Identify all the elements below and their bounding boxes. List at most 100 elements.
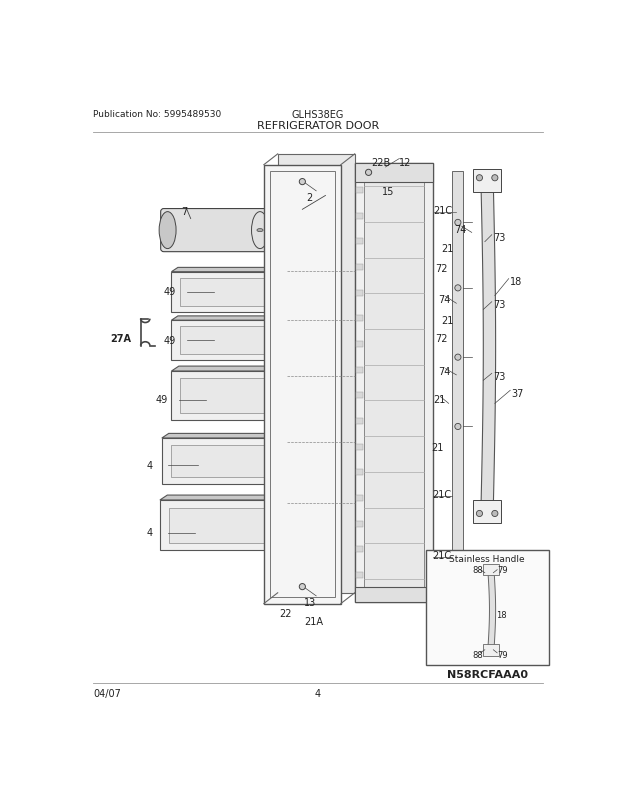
Text: 88: 88 <box>472 650 483 659</box>
Ellipse shape <box>492 511 498 517</box>
Text: 74: 74 <box>454 225 466 235</box>
Text: Publication No: 5995489530: Publication No: 5995489530 <box>93 110 221 119</box>
Text: 21: 21 <box>433 395 446 405</box>
Text: 12: 12 <box>399 158 412 168</box>
Polygon shape <box>160 500 283 550</box>
Polygon shape <box>356 316 363 322</box>
Polygon shape <box>356 342 363 348</box>
Polygon shape <box>287 367 294 421</box>
Ellipse shape <box>455 220 461 226</box>
Polygon shape <box>180 326 278 354</box>
Ellipse shape <box>455 286 461 292</box>
Polygon shape <box>264 165 341 604</box>
Text: 73: 73 <box>494 233 506 243</box>
Ellipse shape <box>476 511 482 517</box>
Text: 72: 72 <box>436 333 448 343</box>
Text: 21C: 21C <box>433 206 453 217</box>
Text: 21: 21 <box>441 315 454 326</box>
Ellipse shape <box>299 180 306 185</box>
Text: 21: 21 <box>432 443 444 452</box>
Text: Stainless Handle: Stainless Handle <box>450 554 525 563</box>
Polygon shape <box>283 496 291 550</box>
Text: 49: 49 <box>156 395 168 405</box>
Text: 88: 88 <box>472 565 483 574</box>
Polygon shape <box>473 169 501 192</box>
Polygon shape <box>180 379 278 413</box>
Text: 79: 79 <box>497 650 508 659</box>
Text: 74: 74 <box>438 294 450 305</box>
Polygon shape <box>356 573 363 578</box>
Polygon shape <box>172 371 287 421</box>
Polygon shape <box>356 547 363 553</box>
Text: 4: 4 <box>147 528 153 537</box>
Polygon shape <box>170 445 272 478</box>
Polygon shape <box>484 564 498 575</box>
Text: 4: 4 <box>147 460 153 470</box>
Ellipse shape <box>476 176 482 181</box>
Polygon shape <box>356 393 363 399</box>
Polygon shape <box>172 367 294 371</box>
Polygon shape <box>356 419 363 424</box>
Polygon shape <box>172 273 287 312</box>
Ellipse shape <box>159 213 176 249</box>
Polygon shape <box>287 317 293 361</box>
Text: 49: 49 <box>164 335 176 346</box>
Polygon shape <box>180 278 278 306</box>
Polygon shape <box>172 317 293 321</box>
Text: 21A: 21A <box>304 616 323 626</box>
Polygon shape <box>425 550 549 666</box>
Polygon shape <box>355 164 433 602</box>
FancyBboxPatch shape <box>161 209 267 253</box>
Text: 21: 21 <box>441 244 454 254</box>
Polygon shape <box>356 444 363 450</box>
Text: 73: 73 <box>494 300 506 310</box>
Text: GLHS38EG: GLHS38EG <box>291 110 344 120</box>
Text: 13: 13 <box>304 597 316 608</box>
Polygon shape <box>356 290 363 297</box>
Polygon shape <box>356 470 363 476</box>
Text: 18: 18 <box>510 277 523 287</box>
Polygon shape <box>356 265 363 271</box>
Text: 21C: 21C <box>433 489 451 499</box>
Polygon shape <box>169 508 274 543</box>
Text: 49: 49 <box>164 287 176 297</box>
Text: 37: 37 <box>512 388 524 399</box>
Ellipse shape <box>492 176 498 181</box>
Text: REFRIGERATOR DOOR: REFRIGERATOR DOOR <box>257 121 379 131</box>
Text: 73: 73 <box>494 371 506 382</box>
Polygon shape <box>473 500 501 523</box>
Text: 4: 4 <box>315 688 321 699</box>
Text: 04/07: 04/07 <box>93 688 121 699</box>
Ellipse shape <box>455 423 461 430</box>
Polygon shape <box>481 184 495 508</box>
Polygon shape <box>356 213 363 220</box>
Polygon shape <box>287 268 293 312</box>
Polygon shape <box>162 439 281 484</box>
Polygon shape <box>162 434 288 439</box>
Text: 22: 22 <box>279 609 292 618</box>
Polygon shape <box>356 367 363 374</box>
Polygon shape <box>356 521 363 527</box>
Polygon shape <box>356 188 363 194</box>
Text: 79: 79 <box>497 565 508 574</box>
Text: 21C: 21C <box>433 551 451 561</box>
Ellipse shape <box>252 213 268 249</box>
Ellipse shape <box>257 229 263 233</box>
Ellipse shape <box>365 170 371 176</box>
Text: 2: 2 <box>306 193 312 203</box>
Polygon shape <box>160 496 291 500</box>
Polygon shape <box>364 173 424 593</box>
Polygon shape <box>278 155 355 593</box>
Text: 7: 7 <box>180 207 187 217</box>
Polygon shape <box>355 164 433 183</box>
Text: 15: 15 <box>382 187 394 197</box>
Polygon shape <box>356 496 363 501</box>
Polygon shape <box>172 268 293 273</box>
Text: 18: 18 <box>497 610 507 619</box>
Polygon shape <box>356 239 363 245</box>
Polygon shape <box>172 321 287 361</box>
Ellipse shape <box>455 354 461 361</box>
Text: 72: 72 <box>436 264 448 273</box>
Ellipse shape <box>299 584 306 590</box>
Polygon shape <box>484 645 498 656</box>
